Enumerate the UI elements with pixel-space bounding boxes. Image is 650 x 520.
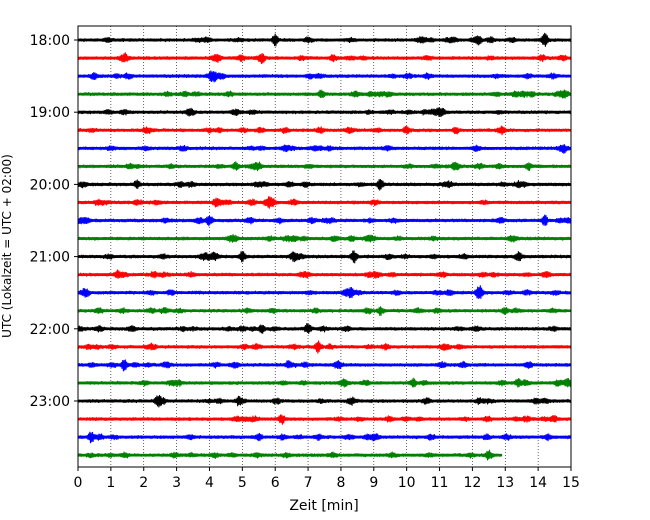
x-tick-label: 11: [431, 475, 449, 491]
x-tick-label: 1: [106, 475, 115, 491]
x-tick-label: 3: [172, 475, 181, 491]
x-tick-label: 12: [463, 475, 481, 491]
plot-frame: [77, 25, 572, 468]
x-axis-ticks: 0 1 2 3 4 5 6 7 8 9 10 11 12 13 14 15: [74, 467, 580, 491]
y-axis-ticks: 18:00 19:00 20:00 21:00 22:00 23:00: [30, 33, 78, 410]
x-tick-label: 5: [238, 475, 247, 491]
x-tick-label: 15: [562, 475, 580, 491]
seismic-traces: [77, 32, 572, 461]
x-tick-label: 8: [336, 475, 345, 491]
x-axis-label: Zeit [min]: [289, 498, 358, 514]
seismic-trace: [77, 394, 572, 408]
y-tick-label: 19:00: [30, 105, 70, 121]
x-tick-label: 10: [398, 475, 416, 491]
x-tick-label: 13: [496, 475, 514, 491]
y-tick-label: 21:00: [30, 250, 70, 266]
y-axis-label: UTC (Lokalzeit = UTC + 02:00): [0, 154, 14, 338]
x-tick-label: 7: [304, 475, 313, 491]
x-tick-label: 4: [205, 475, 214, 491]
x-tick-label: 9: [369, 475, 378, 491]
y-tick-label: 20:00: [30, 177, 70, 193]
x-tick-label: 2: [139, 475, 148, 491]
x-tick-label: 6: [271, 475, 280, 491]
y-tick-label: 22:00: [30, 322, 70, 338]
x-tick-label: 14: [529, 475, 547, 491]
y-tick-label: 18:00: [30, 33, 70, 49]
y-tick-label: 23:00: [30, 394, 70, 410]
x-tick-label: 0: [74, 475, 83, 491]
